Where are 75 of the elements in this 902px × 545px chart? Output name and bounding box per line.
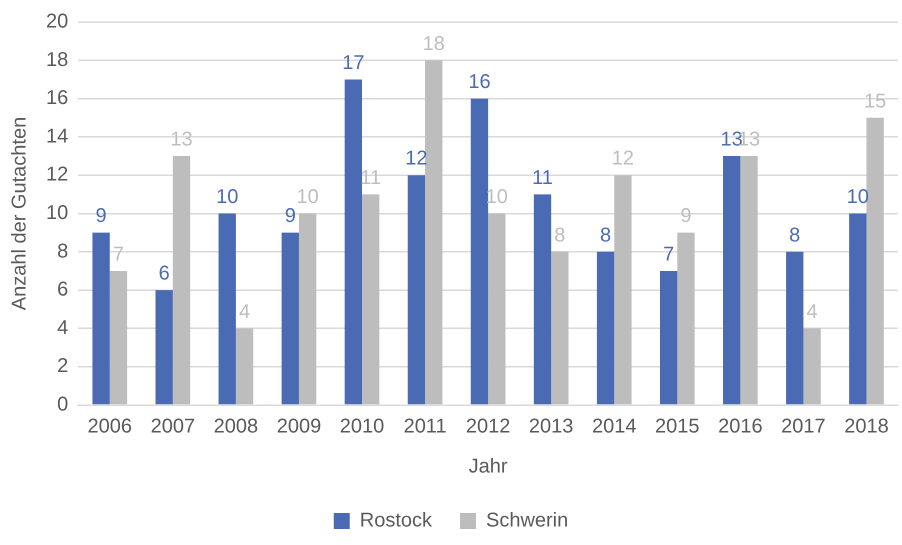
x-tick-label: 2007 [150, 416, 196, 438]
data-label: 7 [112, 243, 124, 266]
data-label: 15 [864, 90, 886, 112]
x-tick-label: 2006 [88, 416, 132, 438]
data-label: 7 [663, 243, 674, 266]
bar [282, 232, 299, 404]
bar [596, 252, 614, 404]
bar [470, 98, 488, 404]
legend-label: Rostock [360, 510, 433, 532]
x-tick-label: 2010 [340, 416, 384, 438]
y-tick-label: 20 [46, 10, 68, 33]
data-label: 13 [170, 128, 193, 151]
bar [218, 214, 236, 404]
data-label: 18 [422, 32, 445, 55]
y-tick-label: 2 [57, 355, 68, 378]
data-label: 17 [342, 52, 364, 74]
y-tick-label: 10 [46, 202, 68, 224]
y-tick-label: 0 [57, 394, 68, 416]
y-tick-label: 4 [57, 316, 68, 339]
data-label: 10 [846, 186, 869, 208]
data-label: 9 [284, 205, 296, 228]
y-axis-title: Anzahl der Gutachten [8, 116, 31, 310]
data-label: 16 [468, 71, 491, 94]
data-label: 4 [806, 300, 818, 323]
data-label: 8 [554, 224, 566, 246]
x-axis-title: Jahr [468, 456, 508, 478]
y-tick-label: 8 [57, 240, 68, 262]
bar [849, 214, 866, 404]
bar [660, 270, 678, 404]
bar [740, 156, 758, 404]
data-label: 8 [600, 224, 612, 246]
bar [786, 252, 804, 404]
bar [298, 214, 316, 404]
x-tick-label: 2011 [404, 416, 447, 438]
data-label: 6 [158, 262, 170, 285]
bar [534, 194, 552, 404]
bar [614, 175, 632, 404]
data-label: 9 [96, 205, 107, 228]
data-label: 9 [680, 205, 692, 228]
data-label: 8 [789, 224, 800, 246]
data-label: 12 [612, 148, 634, 170]
bar [551, 252, 569, 404]
x-tick-label: 2013 [528, 416, 574, 438]
bar [677, 232, 695, 404]
data-label: 11 [532, 166, 553, 189]
bar [155, 290, 173, 404]
y-tick-label: 12 [46, 164, 68, 186]
x-tick-label: 2008 [214, 416, 258, 438]
data-label: 12 [405, 148, 428, 170]
y-tick-label: 14 [46, 125, 68, 148]
bar [172, 156, 190, 404]
y-tick-label: 18 [46, 48, 68, 71]
bar [803, 328, 821, 404]
bar [344, 79, 362, 404]
x-tick-label: 2009 [276, 416, 322, 438]
bar [408, 175, 426, 404]
bar [488, 214, 506, 404]
data-label: 10 [216, 186, 238, 208]
x-tick-label: 2016 [718, 416, 763, 438]
x-tick-label: 2012 [466, 416, 510, 438]
bar [236, 328, 254, 404]
bar [362, 194, 380, 404]
bar [92, 232, 110, 404]
bar [110, 270, 128, 404]
x-tick-label: 2018 [844, 416, 889, 438]
x-tick-label: 2015 [655, 416, 700, 438]
data-label: 4 [239, 300, 250, 323]
x-tick-label: 2017 [781, 416, 826, 438]
legend-label: Schwerin [486, 510, 568, 532]
data-label: 10 [296, 186, 319, 208]
x-tick-label: 2014 [592, 416, 636, 438]
y-tick-label: 16 [46, 87, 68, 110]
bar [723, 156, 740, 404]
bar [425, 60, 442, 404]
y-tick-label: 6 [57, 278, 68, 301]
